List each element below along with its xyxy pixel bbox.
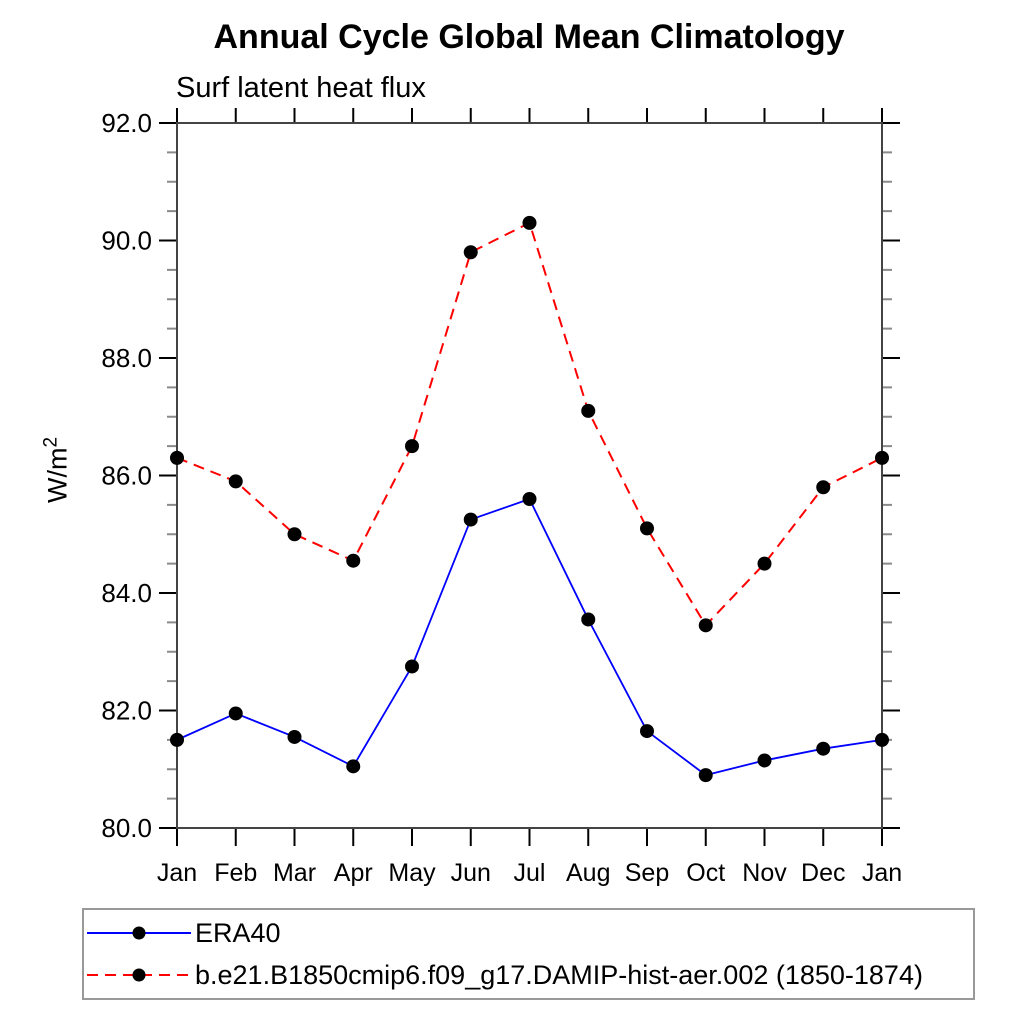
x-tick-label: Nov <box>742 859 787 887</box>
y-tick-label: 84.0 <box>101 578 152 608</box>
plot-area: 80.0 82.0 84.0 86.0 88.0 90.0 92.0 Jan Feb Mar Apr… <box>101 108 902 887</box>
x-tick-label: Jan <box>157 859 197 887</box>
data-point <box>581 612 596 627</box>
x-tick-label: Mar <box>273 859 316 887</box>
x-tick-label: Jul <box>514 859 546 887</box>
legend-label-model: b.e21.B1850cmip6.f09_g17.DAMIP-hist-aer.… <box>195 959 923 990</box>
legend-label-era40: ERA40 <box>195 917 281 948</box>
data-point <box>463 245 478 260</box>
data-point <box>170 732 184 747</box>
x-tick-label: Dec <box>801 859 845 887</box>
data-point <box>816 480 831 495</box>
axis-tick-labels: 80.0 82.0 84.0 86.0 88.0 90.0 92.0 Jan Feb Mar Apr… <box>101 108 902 887</box>
x-tick-label: Feb <box>214 859 257 887</box>
x-tick-label: Oct <box>686 859 725 887</box>
data-point <box>405 439 419 454</box>
data-point <box>228 474 243 489</box>
chart-title: Annual Cycle Global Mean Climatology <box>213 18 845 56</box>
legend-box: ERA40 b.e21.B1850cmip6.f09_g17.DAMIP-his… <box>82 908 975 1000</box>
data-point <box>816 741 831 756</box>
x-tick-label: Jun <box>451 859 491 887</box>
data-point <box>287 729 302 744</box>
data-point <box>228 706 243 721</box>
data-point <box>757 753 772 768</box>
y-tick-label: 90.0 <box>101 226 152 256</box>
x-tick-label: Jan <box>862 859 902 887</box>
y-tick-label: 92.0 <box>101 108 152 138</box>
legend-marker-dot <box>132 968 146 982</box>
legend-swatch-dashed-line <box>87 968 191 982</box>
series-line-1 <box>176 221 883 627</box>
data-point <box>405 659 419 674</box>
data-point <box>875 450 889 465</box>
data-point <box>170 450 184 465</box>
y-tick-label: 88.0 <box>101 343 152 373</box>
data-point <box>640 521 654 536</box>
data-point <box>346 759 361 774</box>
legend-item-era40: ERA40 <box>87 915 973 951</box>
y-tick-label: 82.0 <box>101 696 152 726</box>
x-tick-label: Apr <box>334 859 373 887</box>
series-markers-1 <box>170 215 889 633</box>
data-point <box>698 618 713 633</box>
legend-marker-dot <box>132 926 146 940</box>
data-point <box>522 492 537 506</box>
data-point <box>875 732 889 747</box>
y-tick-label: 86.0 <box>101 461 152 491</box>
legend-swatch-solid-line <box>87 926 191 940</box>
plot-border <box>176 122 883 829</box>
data-point <box>698 768 713 783</box>
data-point <box>640 724 654 739</box>
series-markers-0 <box>170 492 889 783</box>
data-point <box>757 556 772 571</box>
chart-subtitle: Surf latent heat flux <box>176 72 426 104</box>
data-point <box>346 553 361 568</box>
x-tick-label: Aug <box>566 859 610 887</box>
data-point <box>522 215 537 230</box>
data-point <box>581 403 596 418</box>
y-tick-label: 80.0 <box>101 813 152 843</box>
x-tick-label: May <box>388 859 436 887</box>
series-line-0 <box>176 497 883 777</box>
data-point <box>287 527 302 542</box>
legend-item-model: b.e21.B1850cmip6.f09_g17.DAMIP-hist-aer.… <box>87 957 973 993</box>
x-tick-label: Sep <box>625 859 669 887</box>
data-point <box>463 512 478 527</box>
